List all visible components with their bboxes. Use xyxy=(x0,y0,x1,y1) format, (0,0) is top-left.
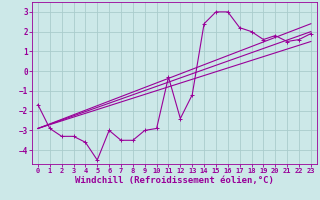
X-axis label: Windchill (Refroidissement éolien,°C): Windchill (Refroidissement éolien,°C) xyxy=(75,176,274,185)
